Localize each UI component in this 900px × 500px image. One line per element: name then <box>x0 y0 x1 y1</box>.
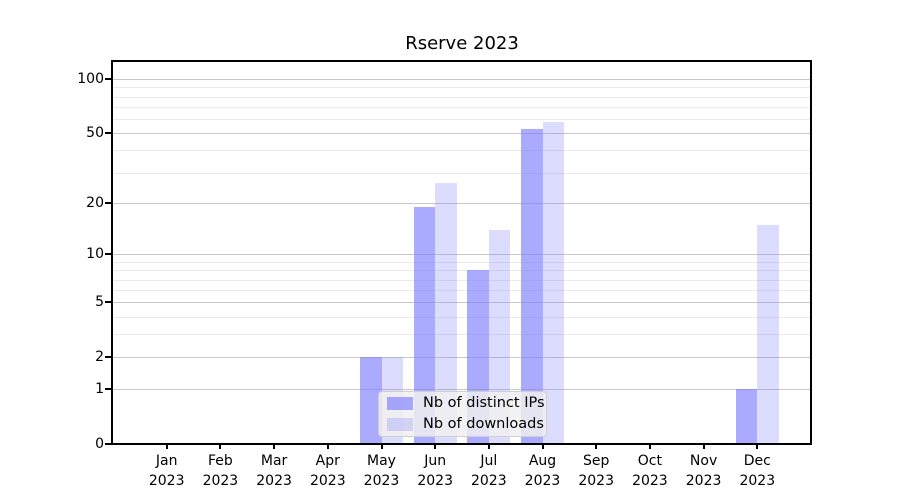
x-tick-label-may: May 2023 <box>363 453 400 489</box>
minor-gridline-6 <box>113 290 811 292</box>
major-gridline-1 <box>113 389 811 391</box>
minor-gridline-60 <box>113 119 811 120</box>
x-tick-label-jul: Jul 2023 <box>470 453 507 489</box>
major-gridline-50 <box>113 133 811 135</box>
minor-gridline-40 <box>113 150 811 152</box>
y-tick-label-1: 1 <box>95 381 104 398</box>
x-tick-label-mar: Mar 2023 <box>256 453 292 489</box>
x-tick-label-sep: Sep 2023 <box>578 453 614 489</box>
bar-jun-downloads <box>435 183 457 444</box>
x-tick-aug <box>541 444 544 449</box>
x-tick-may <box>380 444 383 449</box>
x-tick-dec <box>756 444 759 449</box>
bar-aug-downloads <box>542 121 564 444</box>
major-gridline-10 <box>113 254 811 256</box>
legend-swatch-downloads <box>387 418 413 431</box>
x-tick-label-dec: Dec 2023 <box>739 453 776 489</box>
x-tick-sep <box>595 444 598 449</box>
plot-spine-right <box>810 60 812 445</box>
x-tick-apr <box>326 444 329 449</box>
y-tick-label-5: 5 <box>95 294 104 311</box>
y-tick-label-10: 10 <box>86 246 104 263</box>
x-tick-nov <box>702 444 705 449</box>
legend-label-distinct-ips: Nb of distinct IPs <box>423 395 545 411</box>
minor-gridline-8 <box>113 270 811 272</box>
minor-gridline-7 <box>113 279 811 281</box>
bar-jun-distinct-ips <box>413 207 436 444</box>
x-tick-feb <box>219 444 222 449</box>
y-tick-1 <box>105 388 111 391</box>
y-tick-10 <box>105 253 111 256</box>
x-tick-jul <box>487 444 490 449</box>
minor-gridline-70 <box>113 107 811 108</box>
bar-dec-distinct-ips <box>735 389 758 444</box>
x-tick-jun <box>434 444 437 449</box>
y-tick-100 <box>105 78 111 81</box>
bar-jul-downloads <box>488 229 511 444</box>
x-tick-label-nov: Nov 2023 <box>685 453 722 489</box>
x-tick-label-aug: Aug 2023 <box>524 453 561 489</box>
minor-gridline-90 <box>113 87 811 89</box>
x-tick-mar <box>273 444 276 449</box>
minor-gridline-9 <box>113 261 811 263</box>
y-tick-label-20: 20 <box>86 195 104 212</box>
x-tick-label-feb: Feb 2023 <box>202 453 239 489</box>
x-tick-label-jun: Jun 2023 <box>417 453 453 489</box>
plot-area: Nb of distinct IPs Nb of downloads <box>113 61 811 444</box>
bar-dec-downloads <box>757 224 779 444</box>
minor-gridline-4 <box>113 316 811 318</box>
minor-gridline-80 <box>113 96 811 98</box>
plot-spine-left <box>111 60 113 445</box>
plot-spine-top <box>111 60 812 62</box>
major-gridline-100 <box>113 79 811 81</box>
x-tick-label-oct: Oct 2023 <box>632 453 668 489</box>
y-tick-label-50: 50 <box>86 125 104 142</box>
legend-item-downloads: Nb of downloads <box>387 416 544 433</box>
major-gridline-5 <box>113 302 811 304</box>
y-tick-label-2: 2 <box>95 349 104 366</box>
y-tick-20 <box>105 202 111 205</box>
x-tick-oct <box>648 444 651 449</box>
x-tick-jan <box>165 444 168 449</box>
x-tick-label-jan: Jan 2023 <box>148 453 185 489</box>
y-tick-5 <box>105 301 111 304</box>
legend-swatch-distinct-ips <box>387 397 413 410</box>
minor-gridline-3 <box>113 334 811 336</box>
legend: Nb of distinct IPs Nb of downloads <box>378 391 547 437</box>
x-tick-label-apr: Apr 2023 <box>309 453 346 489</box>
y-tick-2 <box>105 356 111 359</box>
y-tick-0 <box>105 443 111 445</box>
major-gridline-2 <box>113 357 811 359</box>
y-tick-label-0: 0 <box>95 436 104 452</box>
major-gridline-20 <box>113 203 811 205</box>
plot-spine-bottom <box>111 443 812 445</box>
bar-may-distinct-ips <box>360 357 382 444</box>
y-tick-50 <box>105 132 111 135</box>
minor-gridline-30 <box>113 172 811 174</box>
bar-aug-distinct-ips <box>521 128 543 444</box>
y-tick-label-100: 100 <box>77 71 104 88</box>
legend-label-downloads: Nb of downloads <box>423 416 544 432</box>
legend-item-distinct-ips: Nb of distinct IPs <box>387 395 545 412</box>
chart-title: Rserve 2023 <box>405 33 519 54</box>
